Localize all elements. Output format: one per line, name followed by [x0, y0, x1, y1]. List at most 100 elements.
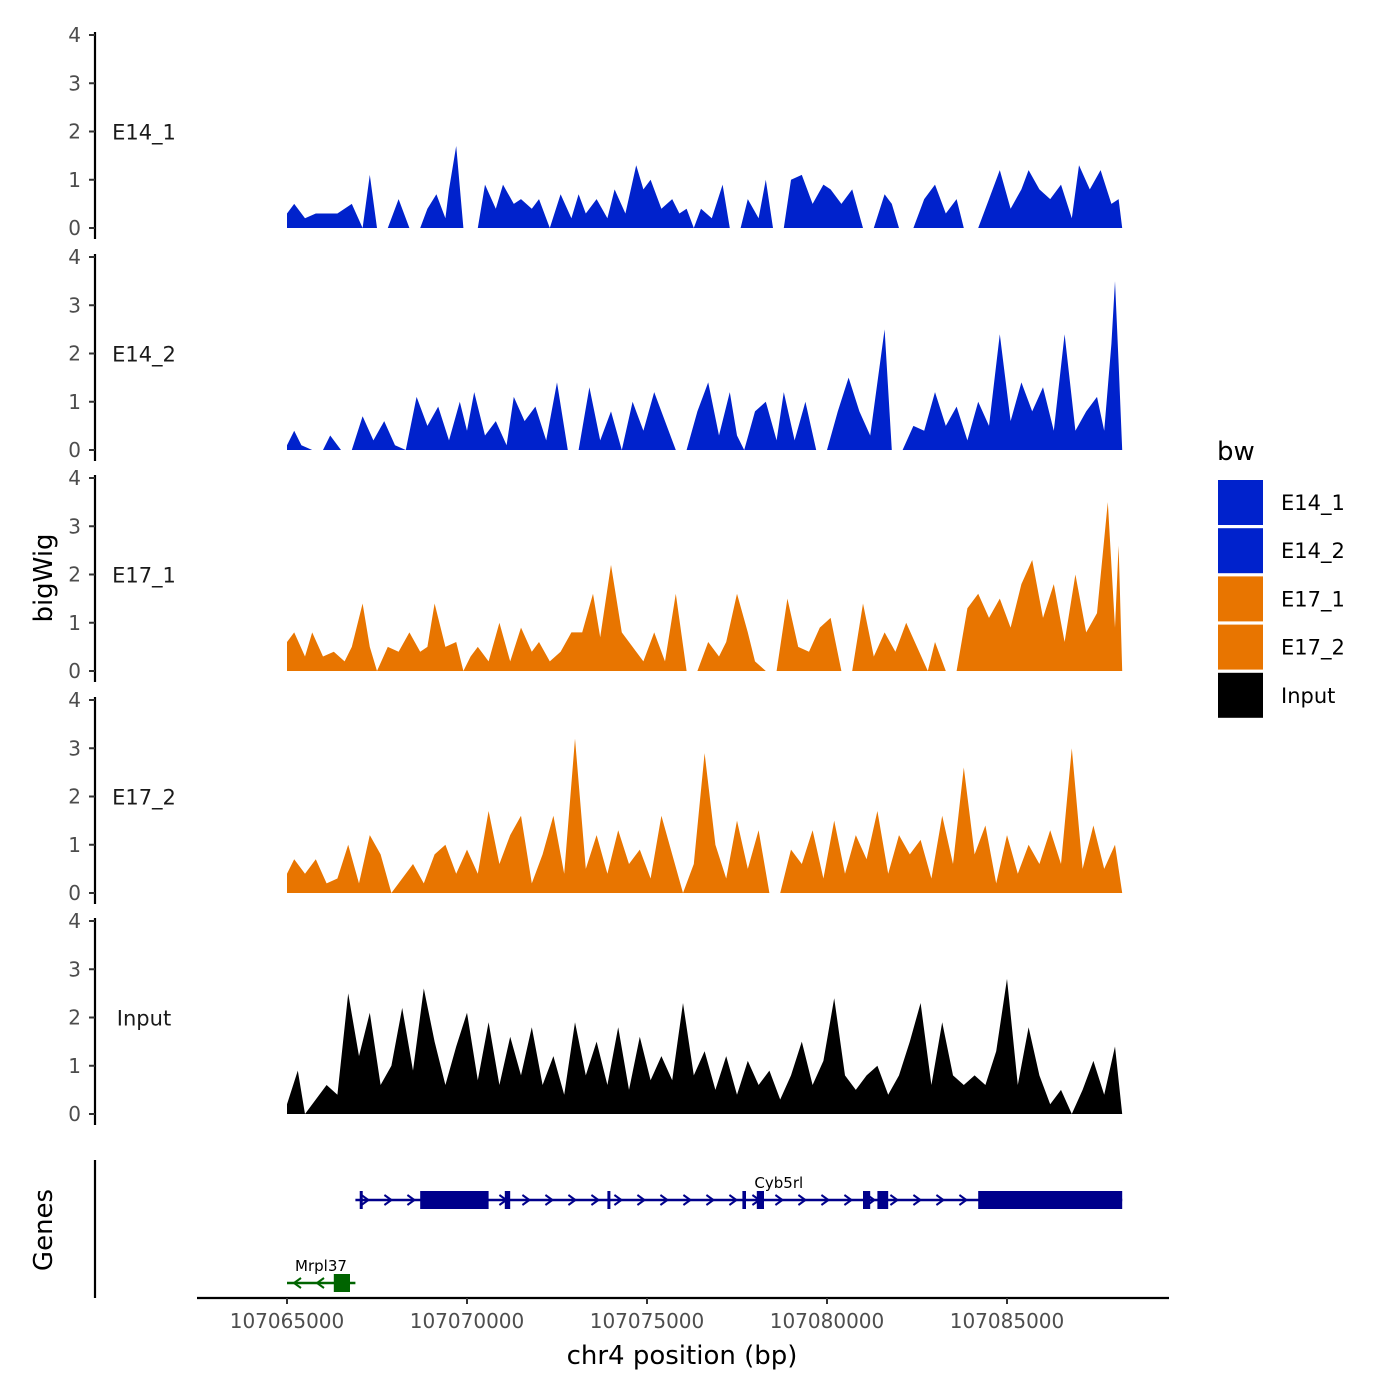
x-tick-label: 107070000 [410, 1309, 525, 1333]
exon [863, 1191, 871, 1209]
y-tick-label: 3 [68, 736, 81, 760]
gene-label: Cyb5rl [754, 1174, 803, 1192]
exon [420, 1191, 489, 1209]
strand-arrow [544, 1194, 555, 1206]
legend-label: E17_1 [1281, 587, 1345, 612]
track-label: Input [117, 1007, 171, 1031]
legend-label: Input [1281, 684, 1335, 708]
y-axis-title: bigWig [29, 533, 59, 622]
panel-e17-2: 0 1 2 3 4 E17_2 [68, 688, 1123, 905]
legend-title: bw [1217, 437, 1255, 467]
y-tick-label: 4 [68, 23, 81, 47]
strand-arrow [292, 1277, 302, 1289]
track-label: E17_1 [112, 564, 176, 589]
y-tick-label: 0 [68, 216, 81, 240]
y-tick-label: 3 [68, 957, 81, 981]
exon [877, 1191, 889, 1209]
y-tick-label: 3 [68, 514, 81, 538]
y-tick-label: 2 [68, 563, 81, 587]
strand-arrow [636, 1194, 647, 1206]
y-tick-label: 2 [68, 342, 81, 366]
coverage-panels: 0 1 2 3 4 E14_1 0 1 2 3 4 E14_2 0 1 2 3 4 E17_1 0 1 2 3 4 E17_2… [68, 23, 1123, 1126]
strand-arrow [705, 1194, 716, 1206]
strand-arrow [935, 1194, 946, 1206]
coverage-area [287, 281, 1123, 450]
legend-label: E14_2 [1281, 539, 1345, 564]
y-tick-label: 0 [68, 659, 81, 683]
strand-arrow [889, 1194, 900, 1206]
strand-arrow [774, 1194, 785, 1206]
legend-item-e14-1: E14_1 [1218, 480, 1345, 525]
coverage-area [287, 978, 1123, 1114]
y-tick-label: 2 [68, 120, 81, 144]
strand-arrow [659, 1194, 670, 1206]
y-tick-label: 1 [68, 168, 81, 192]
y-tick-label: 4 [68, 245, 81, 269]
legend-swatch [1218, 576, 1263, 622]
y-tick-label: 2 [68, 1006, 81, 1030]
y-tick-label: 1 [68, 833, 81, 857]
strand-arrow [682, 1194, 693, 1206]
legend-item-input: Input [1218, 672, 1335, 718]
strand-arrow [728, 1194, 739, 1206]
exon [504, 1191, 511, 1209]
gene-label: Mrpl37 [295, 1257, 347, 1275]
legend-swatch [1218, 672, 1263, 718]
x-axis: 107065000 107070000 107075000 107080000 1070… [197, 1296, 1169, 1333]
strand-arrow [315, 1277, 325, 1289]
y-tick-label: 0 [68, 1102, 81, 1126]
y-tick-label: 4 [68, 466, 81, 490]
gene-cyb5rl: Cyb5rl [355, 1174, 1123, 1209]
strand-arrow [567, 1194, 578, 1206]
strand-arrow [383, 1194, 394, 1206]
x-tick-label: 107085000 [950, 1309, 1065, 1333]
x-tick-label: 107080000 [770, 1309, 885, 1333]
gene-track: Cyb5rl Mrpl37 [93, 1160, 1123, 1298]
exon [756, 1191, 764, 1209]
legend-swatch [1218, 480, 1263, 525]
strand-arrow [820, 1194, 831, 1206]
y-tick-label: 1 [68, 390, 81, 414]
track-label: E14_2 [112, 343, 176, 368]
legend-swatch [1218, 624, 1263, 670]
exon [333, 1274, 350, 1292]
gene-mrpl37: Mrpl37 [287, 1257, 356, 1292]
strand-arrow [613, 1194, 624, 1206]
track-label: E17_2 [112, 786, 176, 811]
y-tick-label: 4 [68, 909, 81, 933]
coverage-area [287, 502, 1123, 671]
strand-arrow [912, 1194, 923, 1206]
panel-e14-2: 0 1 2 3 4 E14_2 [68, 245, 1123, 462]
x-tick-label: 107075000 [590, 1309, 705, 1333]
legend-swatch [1218, 528, 1263, 574]
legend-item-e17-2: E17_2 [1218, 624, 1345, 670]
strand-arrow [958, 1194, 969, 1206]
legend-label: E14_1 [1281, 491, 1345, 516]
exon [359, 1191, 363, 1209]
x-tick-label: 107065000 [230, 1309, 345, 1333]
strand-arrow [797, 1194, 808, 1206]
exon [978, 1191, 1123, 1209]
y-tick-label: 1 [68, 611, 81, 635]
y-tick-label: 0 [68, 438, 81, 462]
legend-label: E17_2 [1281, 636, 1345, 661]
legend: E14_1 E14_2 E17_1 E17_2 Input [1218, 480, 1345, 718]
y-tick-label: 2 [68, 785, 81, 809]
strand-arrow [360, 1194, 371, 1206]
coverage-area [287, 146, 1123, 228]
strand-arrow [590, 1194, 601, 1206]
panel-e14-1: 0 1 2 3 4 E14_1 [68, 23, 1123, 240]
panel-input: 0 1 2 3 4 Input [68, 909, 1123, 1126]
y-tick-label: 1 [68, 1054, 81, 1078]
y-tick-label: 0 [68, 881, 81, 905]
y-tick-label: 3 [68, 293, 81, 317]
legend-item-e17-1: E17_1 [1218, 576, 1345, 622]
strand-arrow [406, 1194, 417, 1206]
genes-axis-title: Genes [29, 1189, 59, 1271]
exon [742, 1191, 746, 1209]
x-axis-title: chr4 position (bp) [567, 1341, 798, 1371]
legend-item-e14-2: E14_2 [1218, 528, 1345, 574]
track-label: E14_1 [112, 121, 176, 146]
strand-arrow [843, 1194, 854, 1206]
exon [607, 1191, 611, 1209]
